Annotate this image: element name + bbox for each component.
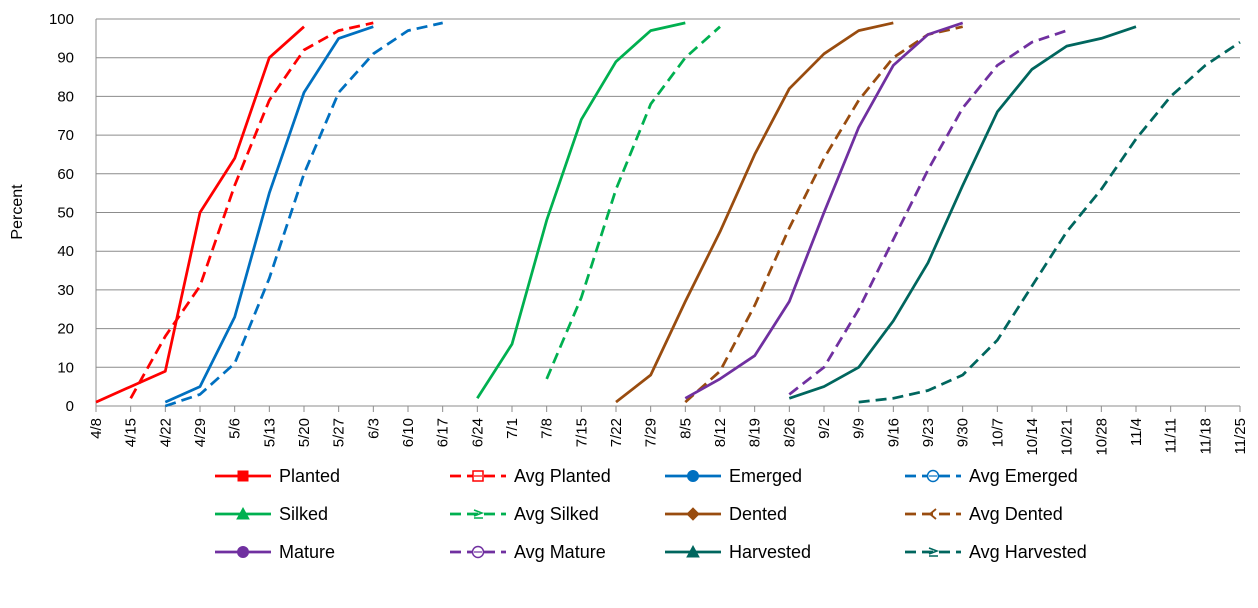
legend-marker-detail xyxy=(473,509,485,517)
y-tick-label: 90 xyxy=(57,50,74,67)
legend-marker xyxy=(237,546,249,558)
legend-marker xyxy=(237,470,249,482)
legend-item: Planted xyxy=(215,466,340,486)
y-tick-label: 20 xyxy=(57,321,74,338)
legend-label: Dented xyxy=(729,504,787,524)
x-tick-label: 9/16 xyxy=(885,418,902,447)
legend-item: Silked xyxy=(215,504,328,524)
y-tick-label: 10 xyxy=(57,359,74,376)
y-tick-label: 30 xyxy=(57,282,74,299)
series-line-avg-silked xyxy=(545,25,721,380)
series-line-planted xyxy=(95,25,305,404)
x-tick-label: 9/9 xyxy=(851,418,868,439)
x-tick-label: 9/30 xyxy=(955,418,972,447)
x-tick-label: 7/8 xyxy=(539,418,556,439)
legend-label: Avg Harvested xyxy=(969,542,1087,562)
x-tick-label: 7/1 xyxy=(504,418,521,439)
y-tick-label: 40 xyxy=(57,243,74,260)
legend-item: Mature xyxy=(215,542,335,562)
series-lines xyxy=(95,21,1241,408)
series-line-silked xyxy=(476,21,686,400)
legend-label: Avg Silked xyxy=(514,504,599,524)
x-tick-label: 6/24 xyxy=(469,418,486,447)
x-tick-label: 5/20 xyxy=(296,418,313,447)
x-tick-label: 10/21 xyxy=(1059,418,1076,456)
x-tick-label: 4/8 xyxy=(88,418,105,439)
legend-label: Silked xyxy=(279,504,328,524)
x-tick-label: 5/6 xyxy=(227,418,244,439)
x-tick-label: 11/4 xyxy=(1128,418,1145,446)
x-tick-label: 4/29 xyxy=(192,418,209,447)
legend-item: Harvested xyxy=(665,542,811,562)
legend-item: Avg Planted xyxy=(450,466,611,486)
x-tick-label: 7/29 xyxy=(643,418,660,447)
legend-item: Dented xyxy=(665,504,787,524)
legend-label: Planted xyxy=(279,466,340,486)
legend-marker xyxy=(236,506,250,520)
legend-label: Avg Emerged xyxy=(969,466,1078,486)
legend-label: Avg Planted xyxy=(514,466,611,486)
legend-item: Avg Dented xyxy=(905,504,1063,524)
x-tick-label: 7/22 xyxy=(608,418,625,447)
x-tick-label: 5/13 xyxy=(261,418,278,447)
x-tick-label: 11/18 xyxy=(1197,418,1214,454)
y-tick-label: 100 xyxy=(49,11,74,28)
y-axis-title: Percent xyxy=(9,184,26,240)
legend-marker xyxy=(687,470,699,482)
series-line-mature xyxy=(684,21,964,400)
legend-marker-detail xyxy=(928,547,940,555)
legend-marker xyxy=(686,544,700,558)
x-tick-label: 11/25 xyxy=(1232,418,1249,454)
x-tick-label: 9/23 xyxy=(920,418,937,447)
axes: Percent 0 10 20 30 40 50 60 70 80 90 100 4/8 4/15 4/2… xyxy=(9,11,1249,456)
series-line-dented xyxy=(615,21,894,404)
legend-label: Mature xyxy=(279,542,335,562)
legend-label: Avg Dented xyxy=(969,504,1063,524)
x-tick-label: 10/28 xyxy=(1093,418,1110,456)
legend-item: Avg Mature xyxy=(450,542,606,562)
x-tick-label: 6/3 xyxy=(365,418,382,439)
x-tick-label: 8/5 xyxy=(677,418,694,439)
legend-marker xyxy=(928,508,937,520)
series-line-avg-dented xyxy=(684,25,964,404)
y-tick-label: 50 xyxy=(57,205,74,222)
legend-item: Emerged xyxy=(665,466,802,486)
legend-label: Harvested xyxy=(729,542,811,562)
legend-item: Avg Harvested xyxy=(905,542,1087,562)
series-line-emerged xyxy=(164,25,374,404)
legend: Planted Avg Planted Emerged Avg Emerged Silk… xyxy=(215,466,1087,562)
x-tick-label: 5/27 xyxy=(331,418,348,447)
x-tick-label: 8/26 xyxy=(781,418,798,447)
y-tick-label: 80 xyxy=(57,88,74,105)
y-tick-label: 70 xyxy=(57,127,74,144)
series-line-harvested xyxy=(788,25,1137,400)
x-tick-label: 11/11 xyxy=(1163,418,1180,453)
legend-item: Avg Silked xyxy=(450,504,599,524)
legend-marker xyxy=(686,507,700,521)
y-tick-label: 60 xyxy=(57,166,74,183)
legend-item: Avg Emerged xyxy=(905,466,1078,486)
x-tick-label: 6/17 xyxy=(435,418,452,447)
x-tick-label: 4/15 xyxy=(123,418,140,447)
series-line-avg-harvested xyxy=(858,41,1241,404)
x-tick-label: 10/14 xyxy=(1024,418,1041,456)
series-line-avg-emerged xyxy=(164,21,443,408)
legend-label: Avg Mature xyxy=(514,542,606,562)
y-tick-label: 0 xyxy=(66,398,74,415)
x-tick-label: 9/2 xyxy=(816,418,833,439)
x-tick-label: 8/12 xyxy=(712,418,729,447)
series-line-avg-planted xyxy=(129,21,374,399)
x-tick-label: 8/19 xyxy=(747,418,764,447)
x-tick-label: 10/7 xyxy=(989,418,1006,447)
legend-label: Emerged xyxy=(729,466,802,486)
x-tick-label: 4/22 xyxy=(157,418,174,447)
x-tick-label: 6/10 xyxy=(400,418,417,447)
x-tick-label: 7/15 xyxy=(573,418,590,447)
gridlines xyxy=(96,18,1240,407)
